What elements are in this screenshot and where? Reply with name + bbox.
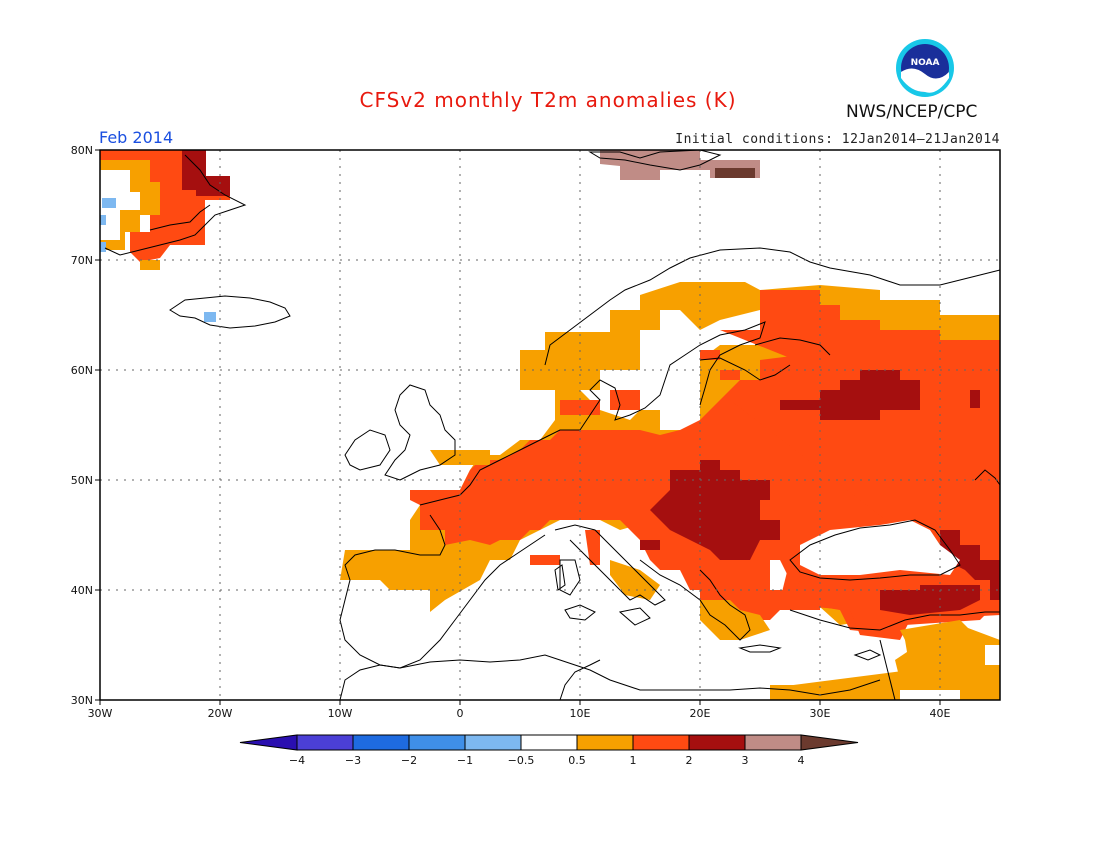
colorbar-label: −1	[457, 754, 473, 767]
tick-marks	[95, 149, 941, 705]
lon-tick-label: 0	[457, 707, 464, 720]
initial-conditions-label: Initial conditions: 12Jan2014–21Jan2014	[675, 132, 1000, 147]
lat-tick-labels: 30N 40N 50N 60N 70N 80N	[71, 144, 93, 707]
colorbar-swatch	[688, 734, 746, 751]
lat-tick-label: 50N	[71, 474, 93, 487]
lon-tick-label: 10E	[570, 707, 591, 720]
logo-text: NOAA	[911, 58, 940, 68]
lon-tick-label: 10W	[328, 707, 353, 720]
colorbar-swatch	[408, 734, 466, 751]
colorbar-label: 0.5	[568, 754, 586, 767]
colorbar-swatch	[632, 734, 690, 751]
lon-tick-label: 20W	[208, 707, 233, 720]
lon-tick-label: 40E	[930, 707, 951, 720]
lat-tick-label: 60N	[71, 364, 93, 377]
colorbar-swatch	[520, 734, 578, 751]
agency-label: NWS/NCEP/CPC	[846, 102, 978, 122]
lat-tick-label: 30N	[71, 694, 93, 707]
lon-tick-labels: 30W 20W 10W 0 10E 20E 30E 40E	[88, 707, 951, 720]
colorbar-swatch	[464, 734, 522, 751]
colorbar-label: 4	[798, 754, 805, 767]
gridlines	[100, 150, 1000, 700]
colorbar: −4 −3 −2 −1 −0.5 0.5 1 2 3 4	[239, 734, 859, 767]
lon-tick-label: 30E	[810, 707, 831, 720]
chart-title: CFSv2 monthly T2m anomalies (K)	[359, 88, 737, 112]
noaa-logo-icon: NOAA	[896, 39, 954, 97]
forecast-month-label: Feb 2014	[99, 128, 174, 147]
colorbar-label: −4	[289, 754, 305, 767]
lon-tick-label: 20E	[690, 707, 711, 720]
colorbar-label: −2	[401, 754, 417, 767]
coastlines	[104, 149, 1001, 701]
colorbar-high-arrow	[800, 734, 859, 751]
colorbar-low-arrow	[239, 734, 298, 751]
anomaly-shading	[100, 150, 1000, 700]
colorbar-label: 3	[742, 754, 749, 767]
colorbar-swatch	[744, 734, 802, 751]
lat-tick-label: 40N	[71, 584, 93, 597]
colorbar-swatch	[352, 734, 410, 751]
lon-tick-label: 30W	[88, 707, 113, 720]
lat-tick-label: 70N	[71, 254, 93, 267]
colorbar-swatch	[576, 734, 634, 751]
colorbar-label: 1	[630, 754, 637, 767]
colorbar-label: −3	[345, 754, 361, 767]
map-frame	[99, 149, 1001, 701]
colorbar-label: −0.5	[508, 754, 535, 767]
colorbar-swatch	[296, 734, 354, 751]
lat-tick-label: 80N	[71, 144, 93, 157]
danube-anomaly-3k	[650, 460, 780, 560]
colorbar-label: 2	[686, 754, 693, 767]
